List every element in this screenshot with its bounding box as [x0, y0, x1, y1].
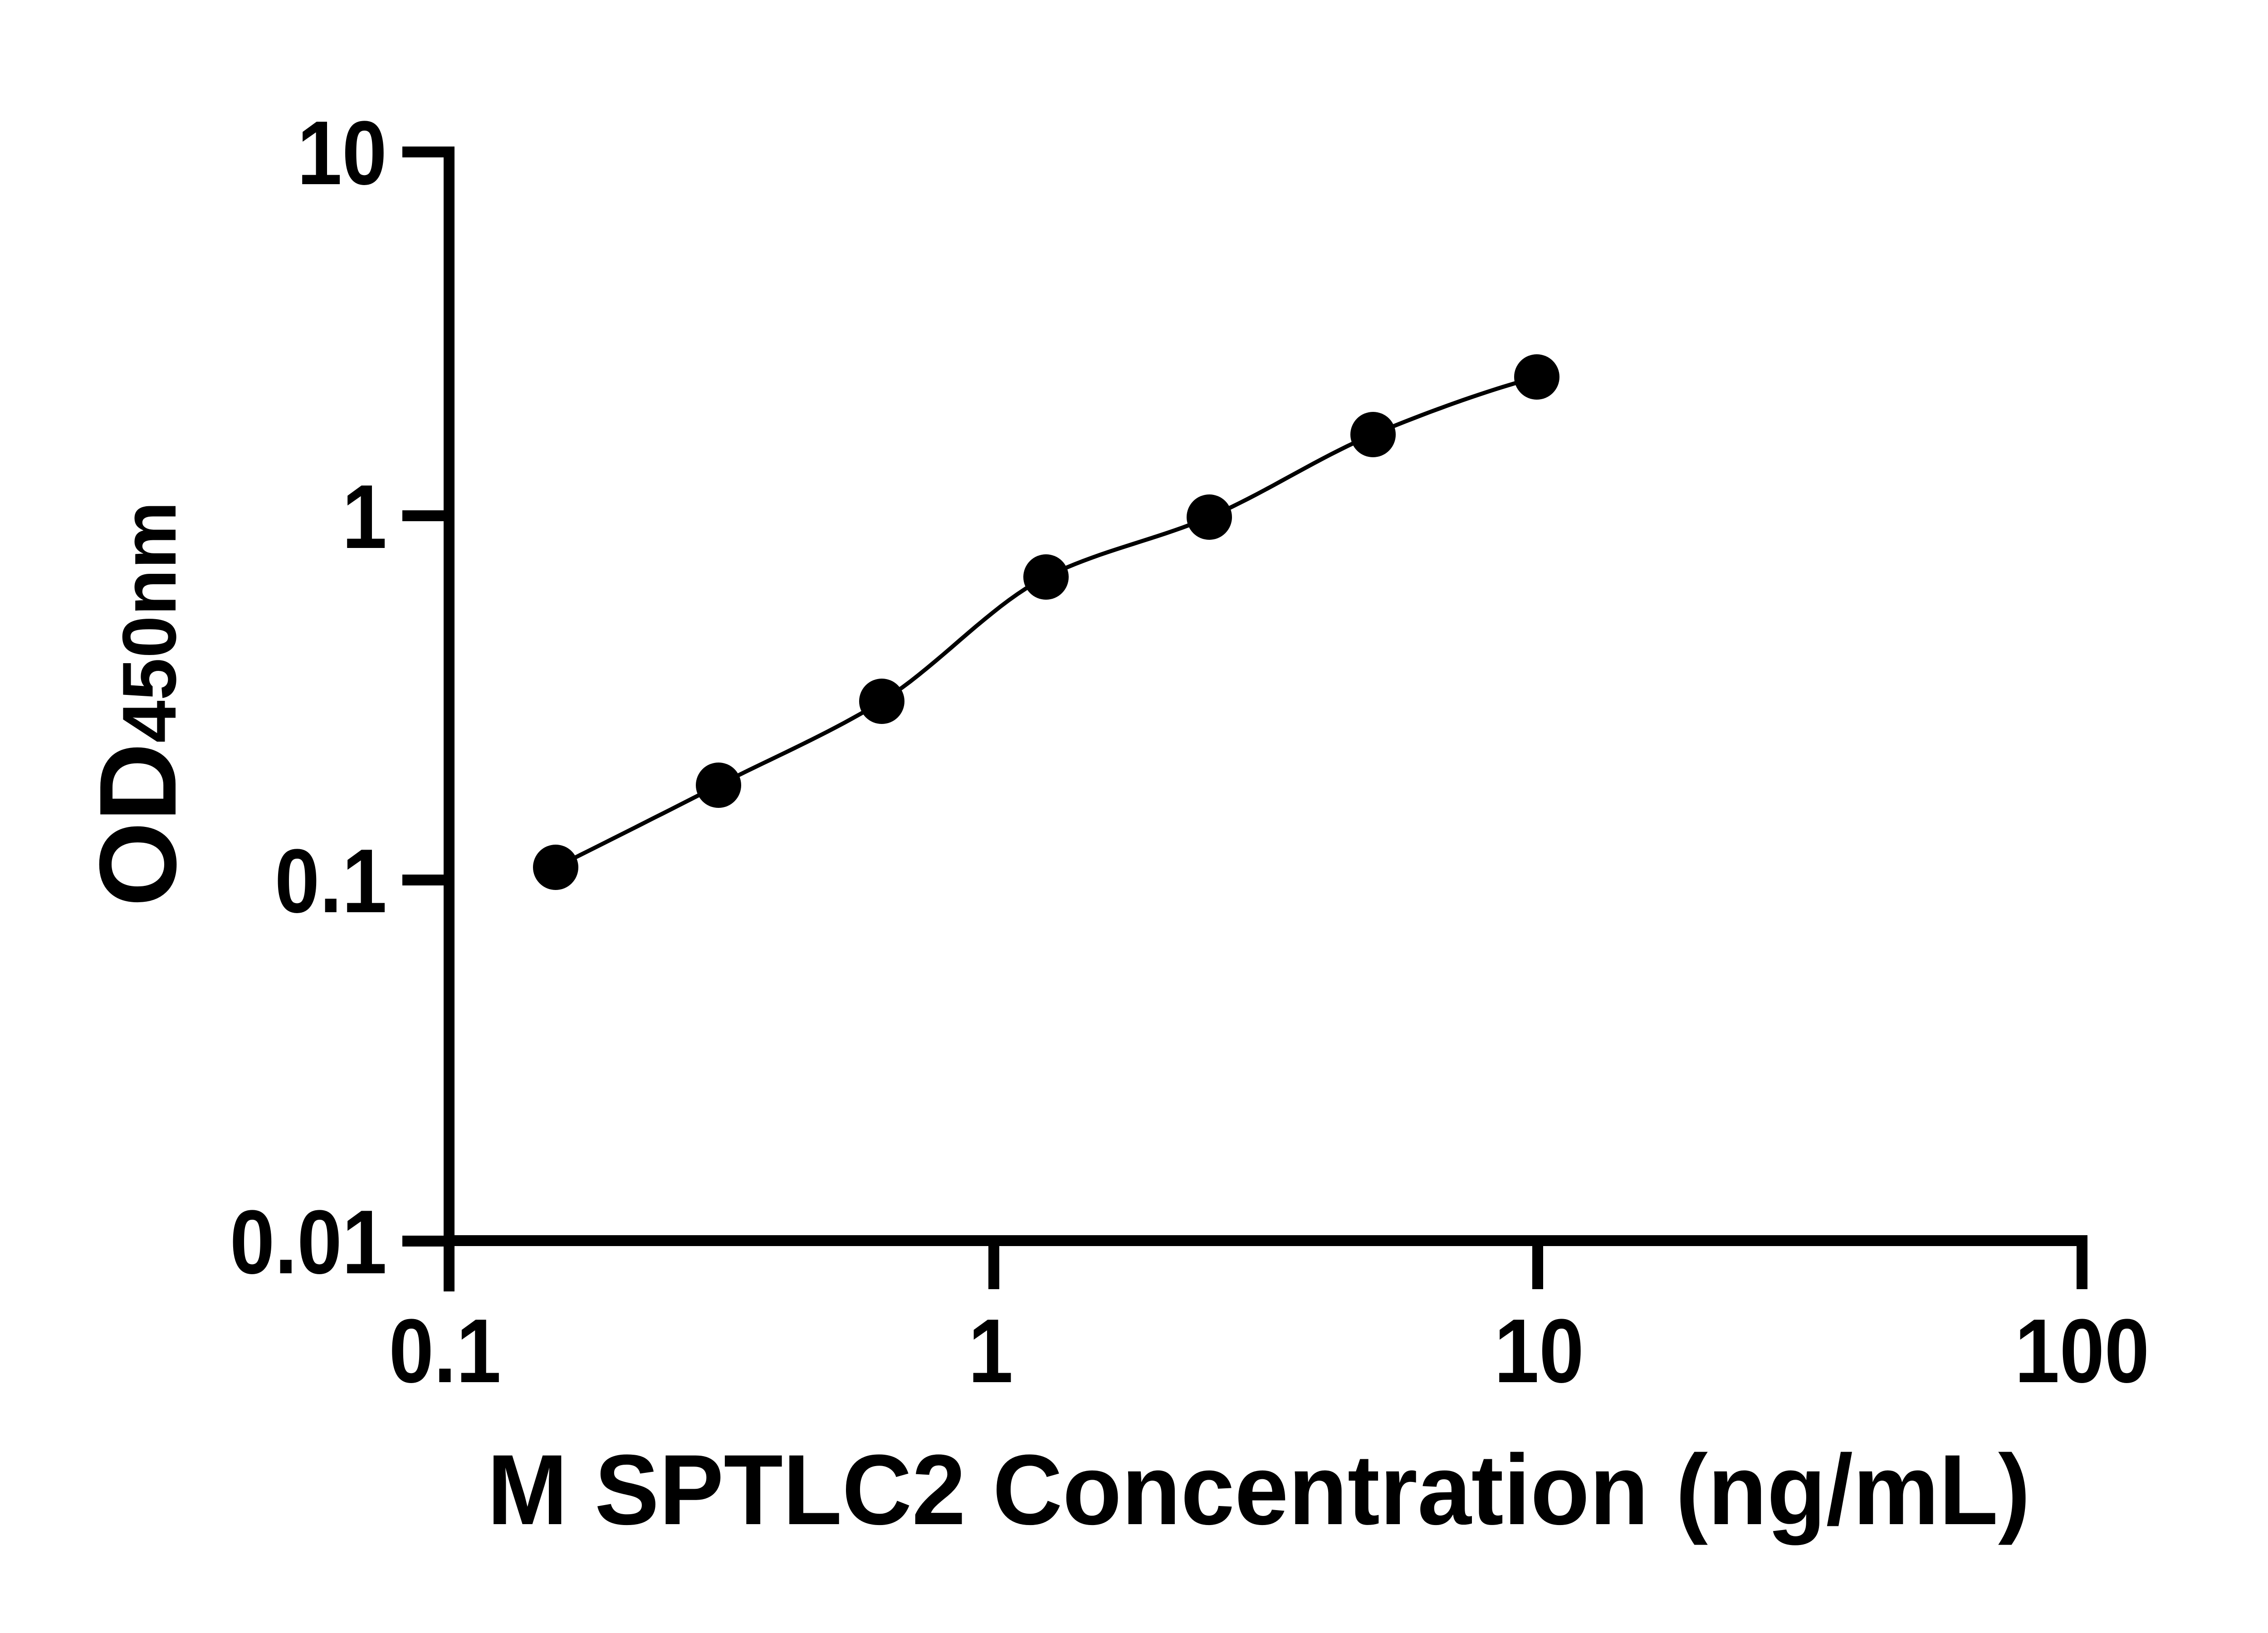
svg-text:1: 1	[342, 466, 387, 567]
svg-text:0.01: 0.01	[230, 1192, 387, 1293]
svg-text:OD450nm: OD450nm	[77, 501, 199, 907]
svg-text:10: 10	[297, 103, 387, 204]
svg-text:0.1: 0.1	[389, 1301, 501, 1402]
svg-text:100: 100	[2015, 1301, 2150, 1402]
svg-text:M SPTLC2 Concentration (ng/mL): M SPTLC2 Concentration (ng/mL)	[487, 1434, 2030, 1545]
svg-text:0.1: 0.1	[275, 831, 387, 932]
svg-text:10: 10	[1494, 1301, 1584, 1402]
svg-text:1: 1	[968, 1301, 1013, 1402]
